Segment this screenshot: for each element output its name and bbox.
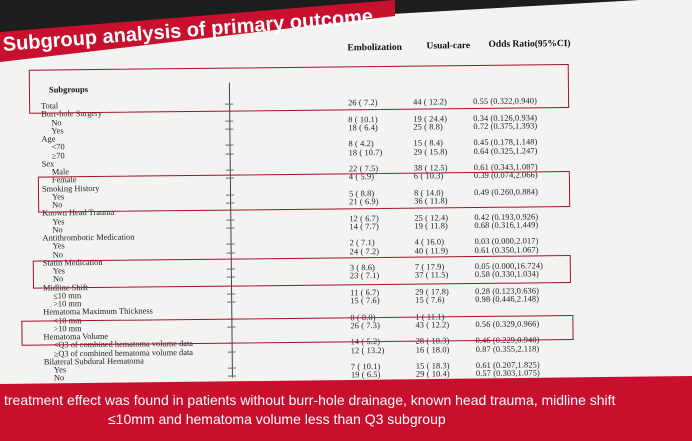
conclusion-line-2: ≤10mm and hematoma volume less than Q3 s… (108, 411, 446, 427)
usual-care-value: 40 ( 11.9) (414, 245, 449, 256)
usual-care-value: 29 ( 15.8) (413, 146, 448, 157)
row-label: No (53, 373, 65, 383)
highlight-box-burr-hole (28, 64, 570, 114)
odds-ratio-value: 0.57 (0.303,1.075) (475, 368, 540, 379)
odds-ratio-value: 0.98 (0.446,2.148) (475, 294, 540, 305)
forest-tick (225, 144, 234, 146)
usual-care-value: 15 ( 7.6) (415, 295, 445, 305)
forest-tick (226, 252, 235, 254)
forest-tick (227, 293, 236, 295)
conclusion-line-1: treatment effect was found in patients w… (4, 392, 616, 408)
odds-ratio-value: 0.72 (0.375,1.393) (473, 121, 538, 131)
forest-tick (225, 120, 234, 122)
odds-ratio-value: 0.87 (0.355,2.118) (475, 343, 540, 354)
forest-tick (226, 243, 235, 245)
odds-ratio-value: 0.64 (0.325,1.247) (473, 145, 538, 156)
forest-tick (225, 128, 234, 130)
embolization-value: 18 ( 6.4) (348, 122, 378, 133)
usual-care-value: 29 ( 10.4) (415, 369, 450, 379)
forest-tick (227, 375, 236, 377)
header-usual-care: Usual-care (426, 41, 471, 52)
forest-tick (225, 153, 234, 155)
header-embolization: Embolization (347, 42, 402, 54)
usual-care-value: 25 ( 8.8) (413, 122, 443, 132)
odds-ratio-value: 0.61 (0.350,1.067) (474, 244, 539, 255)
highlight-box-midline-shift (32, 255, 571, 289)
embolization-value: 24 ( 7.2) (349, 246, 380, 256)
embolization-value: 18 ( 10.7) (348, 147, 383, 157)
forest-tick (225, 169, 234, 171)
forest-tick (227, 301, 236, 303)
conclusion-banner: treatment effect was found in patients w… (0, 376, 692, 441)
forest-tick (227, 351, 236, 353)
highlight-box-head-trauma (37, 171, 571, 213)
forest-tick (226, 227, 235, 229)
forest-tick (227, 367, 236, 369)
odds-ratio-value: 0.68 (0.316,1.449) (474, 220, 539, 230)
header-odds-ratio: Odds Ratio(95%CI) (488, 39, 571, 50)
usual-care-value: 16 ( 18.0) (415, 344, 450, 355)
embolization-value: 19 ( 6.5) (350, 370, 381, 380)
usual-care-value: 19 ( 11.8) (414, 221, 448, 231)
embolization-value: 12 ( 13.2) (350, 345, 385, 355)
embolization-value: 14 ( 7.7) (349, 221, 379, 232)
embolization-value: 15 ( 7.6) (350, 296, 380, 306)
forest-tick (226, 219, 235, 221)
